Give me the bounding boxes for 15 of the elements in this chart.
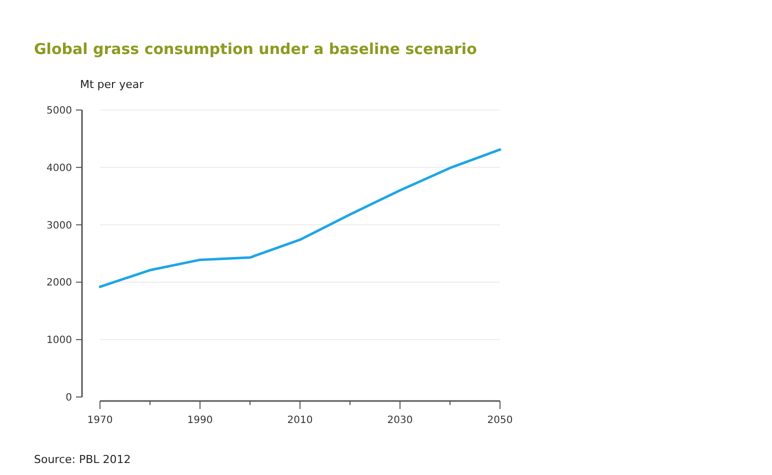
x-tick-label: 1990 <box>187 415 213 426</box>
y-tick-label: 5000 <box>46 106 72 116</box>
y-axis-title: Mt per year <box>80 78 144 91</box>
chart-title: Global grass consumption under a baseline scenario <box>34 40 477 58</box>
x-tick-label: 2010 <box>287 415 313 426</box>
x-tick-label: 2050 <box>487 415 513 426</box>
y-tick-label: 0 <box>66 392 72 404</box>
line-series <box>98 148 502 288</box>
x-tick-label: 2030 <box>387 415 413 426</box>
y-tick-label: 1000 <box>46 335 72 346</box>
x-tick-label: 1970 <box>87 415 113 426</box>
source-note: Source: PBL 2012 <box>34 453 131 466</box>
y-tick-label: 4000 <box>46 162 72 174</box>
y-tick-label: 2000 <box>46 278 72 289</box>
y-tick-label: 3000 <box>46 220 72 232</box>
